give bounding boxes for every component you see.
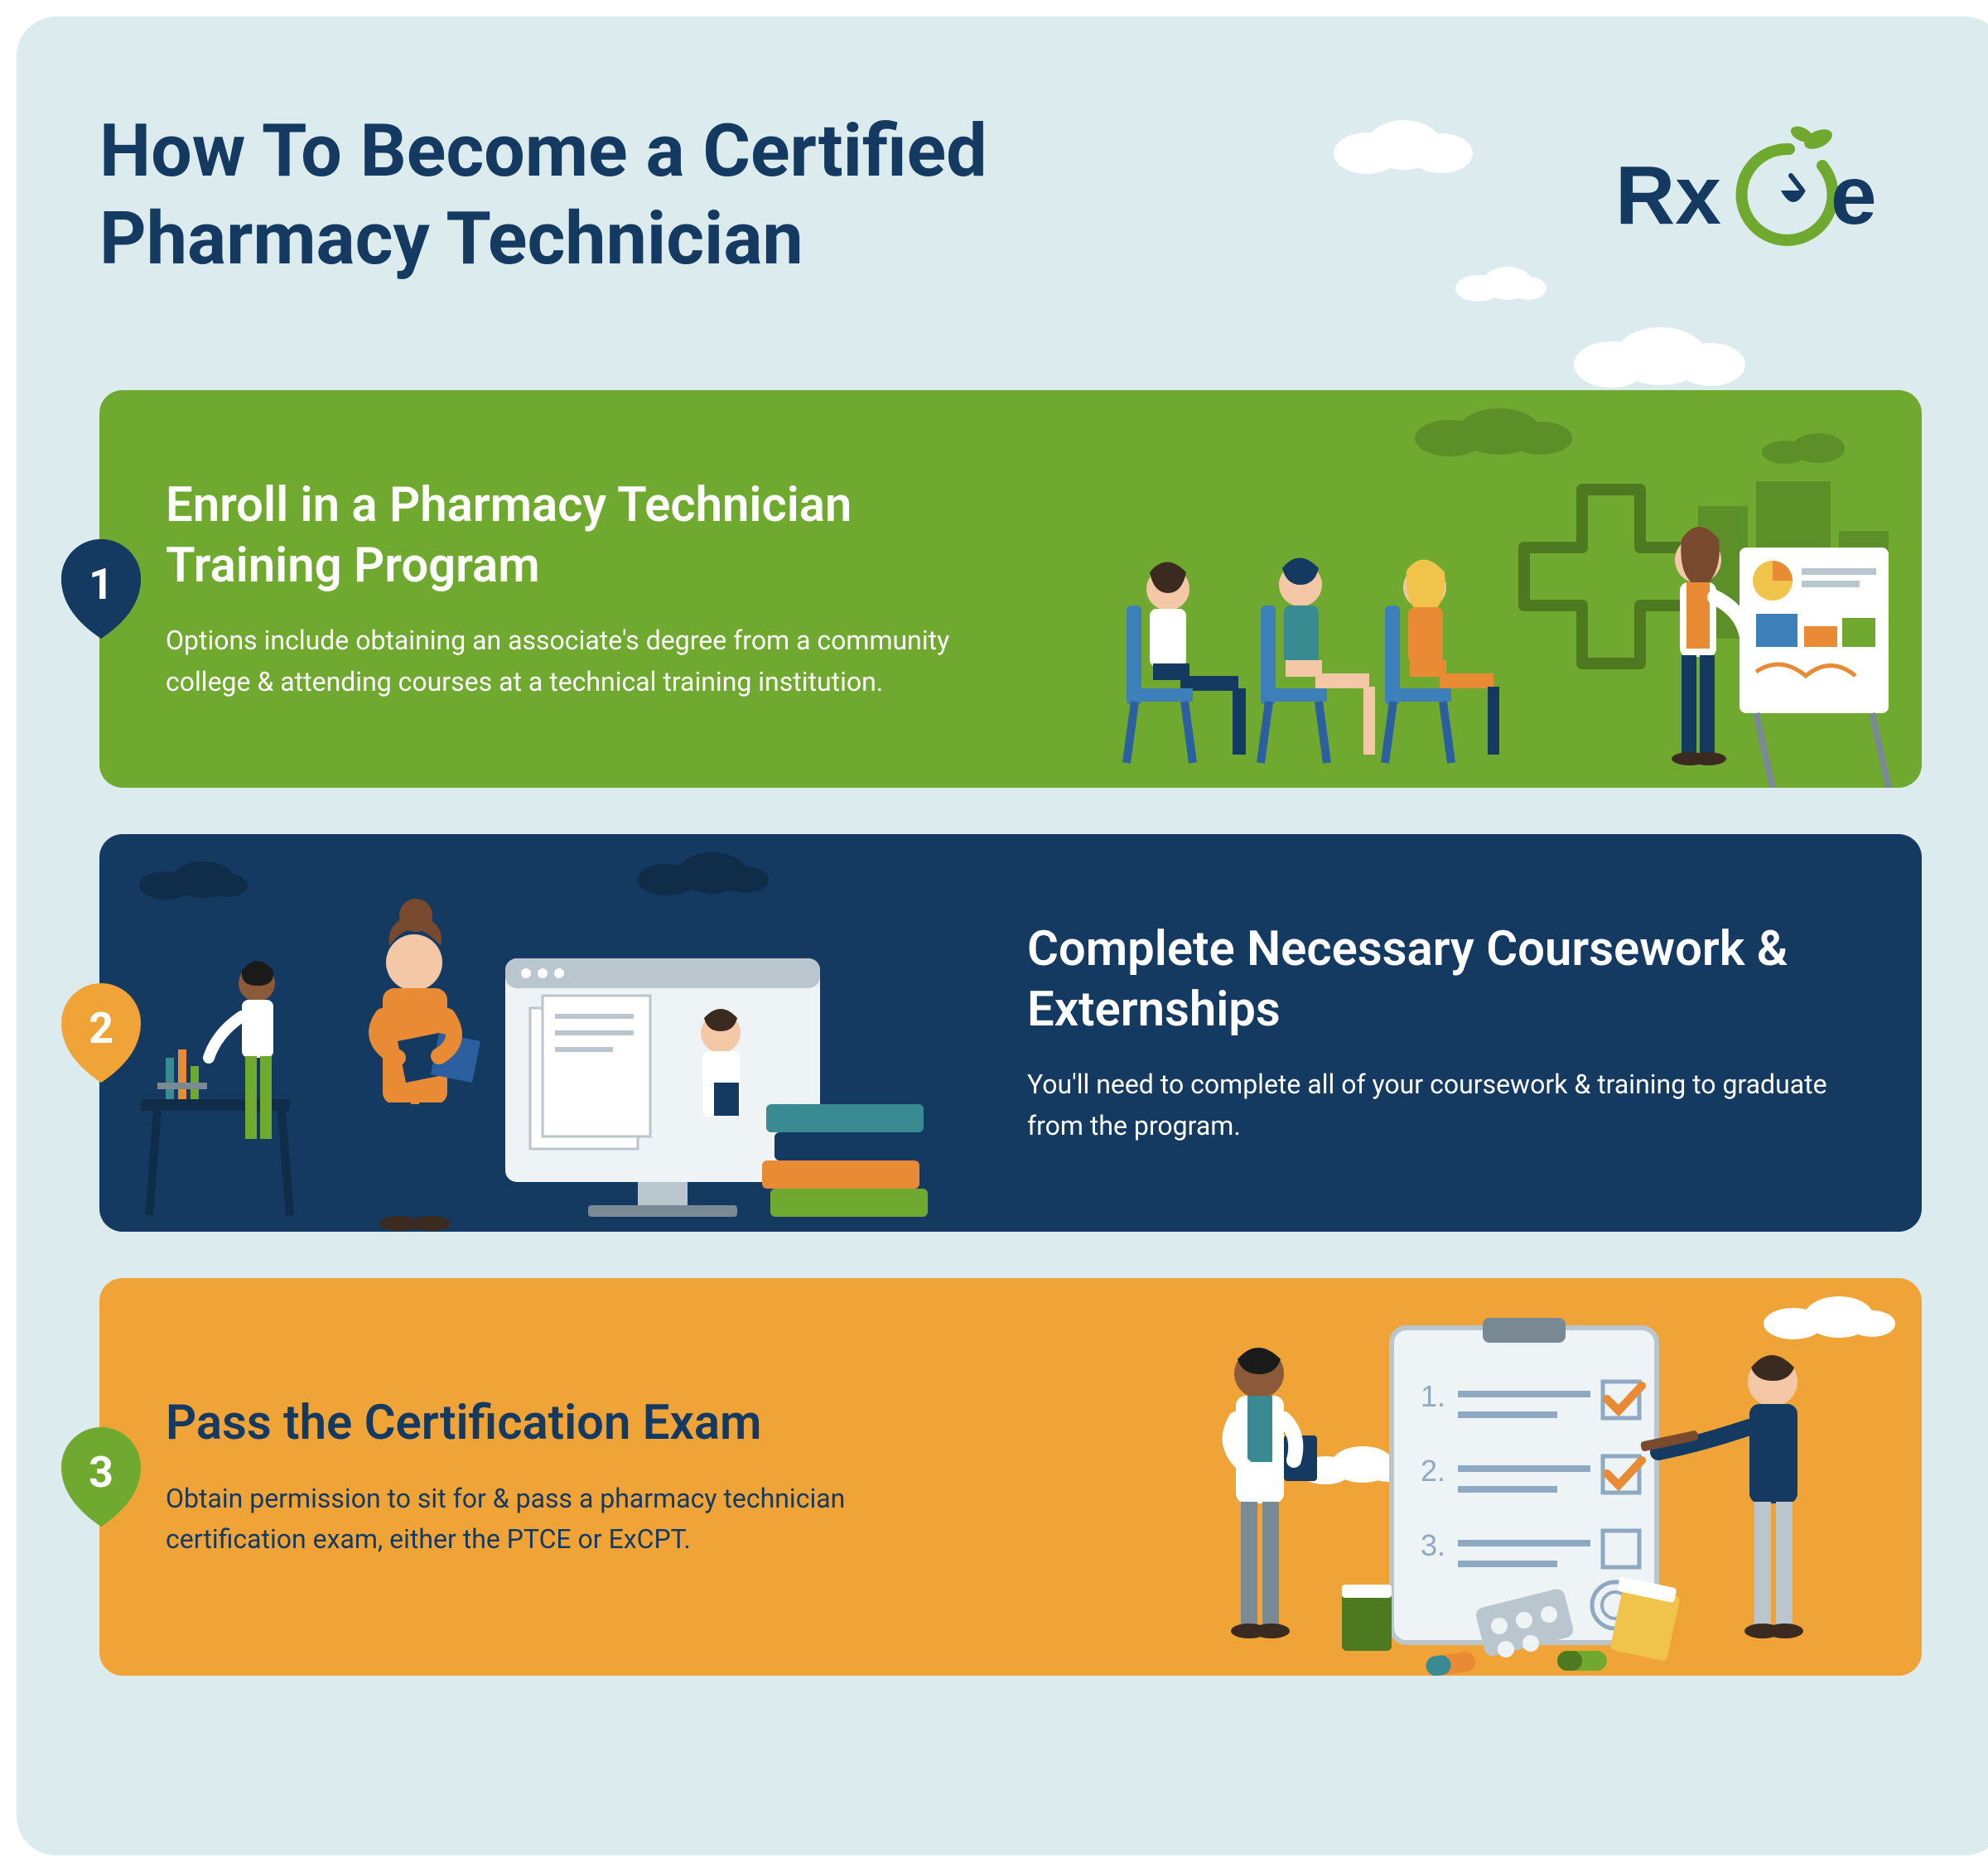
- step-3-title: Pass the Certification Exam: [166, 1393, 977, 1454]
- step-1-number: 1: [61, 559, 141, 610]
- step-1-title: Enroll in a Pharmacy Technician Training…: [166, 475, 977, 596]
- step-1-desc: Options include obtaining an associate's…: [166, 620, 977, 702]
- page-title: How To Become a Certified Pharmacy Techn…: [99, 108, 1259, 282]
- step3-illustration: 1. 2. 3.: [1093, 1295, 1889, 1676]
- step-3-number: 3: [61, 1447, 141, 1498]
- step-2-badge: 2: [61, 983, 141, 1083]
- steps-list: 1 Enroll in a Pharmacy Technician Traini…: [99, 390, 1922, 1676]
- svg-text:2.: 2.: [1421, 1454, 1445, 1488]
- logo-rx-text: Rx: [1615, 149, 1721, 242]
- svg-text:3.: 3.: [1421, 1528, 1445, 1562]
- step-2-number: 2: [61, 1003, 141, 1054]
- step-1: 1 Enroll in a Pharmacy Technician Traini…: [99, 390, 1922, 788]
- step-2-desc: You'll need to complete all of your cour…: [1027, 1064, 1855, 1146]
- step-3-content: Pass the Certification Exam Obtain permi…: [166, 1393, 977, 1561]
- step-2: 2 Complete Necessary Coursework & Extern…: [99, 834, 1922, 1232]
- step-2-content: Complete Necessary Coursework & Externsh…: [1027, 919, 1855, 1146]
- step-3-badge: 3: [61, 1427, 141, 1527]
- svg-text:1.: 1.: [1421, 1379, 1445, 1413]
- step-1-content: Enroll in a Pharmacy Technician Training…: [166, 475, 977, 702]
- logo-e-text: e: [1831, 149, 1877, 242]
- cloud-decor-3: [1566, 323, 1748, 389]
- step1-illustration: [1052, 440, 1897, 788]
- step-3: 1. 2. 3.: [99, 1278, 1922, 1676]
- step-2-title: Complete Necessary Coursework & Externsh…: [1027, 919, 1855, 1040]
- header: How To Become a Certified Pharmacy Techn…: [99, 108, 1922, 282]
- step2-illustration: [124, 867, 953, 1232]
- step-1-badge: 1: [61, 539, 141, 639]
- step-3-desc: Obtain permission to sit for & pass a ph…: [166, 1479, 977, 1561]
- infographic-page: How To Become a Certified Pharmacy Techn…: [17, 17, 1988, 1855]
- logo: Rx e: [1615, 124, 1880, 277]
